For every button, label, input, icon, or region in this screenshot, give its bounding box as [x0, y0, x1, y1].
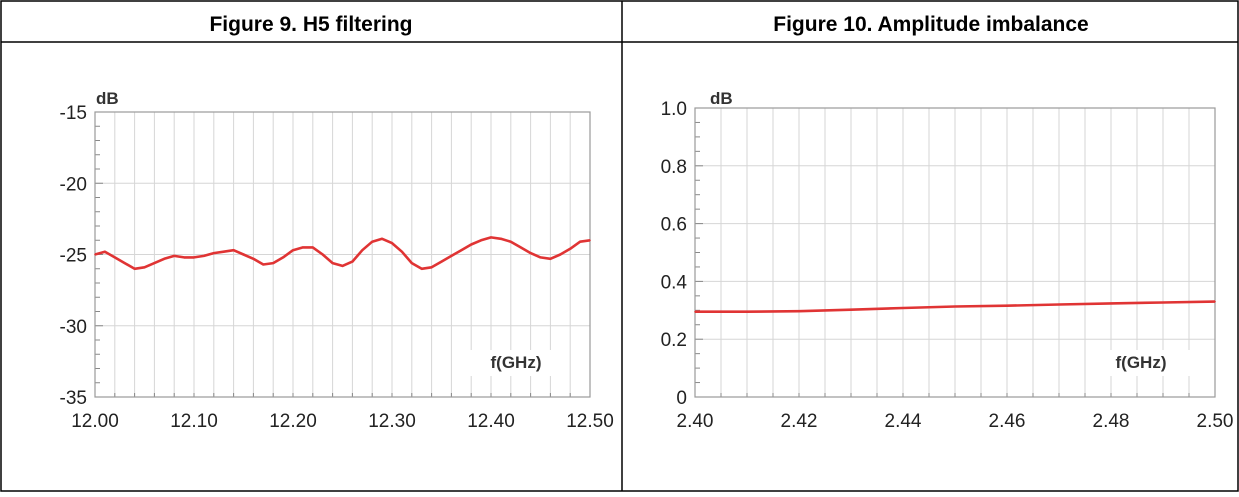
data-point: [203, 255, 205, 257]
data-point: [569, 248, 571, 250]
x-tick-label: 2.50: [1197, 411, 1234, 432]
x-tick-label: 12.20: [269, 411, 317, 432]
data-point: [529, 252, 532, 254]
data-point: [1162, 301, 1164, 304]
data-point: [694, 310, 696, 313]
y-axis-label: dB: [710, 89, 733, 108]
data-point: [549, 257, 552, 260]
data-point: [94, 253, 96, 256]
data-point: [143, 266, 146, 269]
data-point: [460, 249, 463, 252]
x-axis-label-bg: [1090, 350, 1190, 376]
y-tick-label: 0: [676, 388, 687, 409]
y-tick-label: 0.6: [661, 215, 687, 236]
plot-frame: [694, 107, 1216, 398]
data-point: [351, 260, 354, 263]
data-point: [480, 239, 482, 242]
y-tick-label: -30: [60, 317, 87, 338]
data-point: [450, 255, 453, 257]
data-point: [490, 236, 492, 239]
data-point: [746, 310, 748, 313]
data-point: [232, 249, 235, 252]
x-tick-label: 2.42: [781, 411, 818, 432]
data-point: [114, 256, 116, 259]
chart-title-1: Figure 9. H5 filtering: [209, 13, 412, 36]
x-tick-label: 2.46: [989, 411, 1026, 432]
x-tick-label: 12.10: [170, 411, 218, 432]
y-tick-label: 1.0: [661, 99, 687, 120]
data-point: [519, 246, 522, 249]
x-axis-label: f(GHz): [491, 353, 542, 372]
data-point: [183, 256, 185, 259]
x-tick-label: 12.30: [368, 411, 416, 432]
data-point: [500, 238, 502, 240]
data-point: [902, 307, 904, 309]
data-point: [954, 305, 956, 308]
data-point: [1110, 302, 1112, 305]
x-tick-label: 12.50: [566, 411, 614, 432]
data-point: [1214, 300, 1216, 303]
data-point: [589, 239, 591, 242]
data-point: [411, 262, 413, 264]
x-tick-label: 2.48: [1093, 411, 1130, 432]
data-point: [213, 252, 215, 254]
data-point: [321, 253, 324, 256]
x-tick-label: 2.40: [677, 411, 714, 432]
data-point: [361, 249, 364, 252]
data-point: [391, 242, 393, 244]
x-tick-label: 2.44: [885, 411, 922, 432]
x-axis-label: f(GHz): [1116, 353, 1167, 372]
x-axis-label-bg: [470, 350, 565, 376]
data-point: [371, 240, 374, 243]
data-point: [470, 243, 473, 246]
y-tick-label: -25: [60, 246, 87, 267]
data-point: [272, 262, 275, 264]
chart-amplitude-imbalance: 1.0 0.8 0.6 0.4 0.2 02.40 2.42 2.44 2.46 2.48 2.50…: [661, 89, 1234, 432]
y-tick-label: 0.2: [661, 330, 687, 351]
data-point: [193, 256, 195, 259]
data-point: [341, 265, 344, 267]
data-point: [173, 255, 175, 257]
x-tick-label: 12.40: [467, 411, 515, 432]
data-point: [302, 246, 304, 249]
data-point: [292, 249, 294, 252]
data-point: [430, 266, 433, 269]
data-point: [420, 267, 423, 270]
data-point: [312, 246, 314, 249]
data-point: [440, 260, 443, 263]
data-point: [1058, 303, 1060, 306]
data-point: [579, 240, 581, 243]
y-tick-label: 0.8: [661, 157, 687, 178]
data-point: [133, 267, 136, 270]
x-tick-label: 12.00: [71, 411, 119, 432]
y-tick-label: -35: [60, 388, 87, 409]
data-point: [262, 263, 265, 266]
data-point: [153, 262, 156, 264]
data-point: [242, 253, 245, 256]
y-tick-label: -20: [60, 174, 87, 195]
data-point: [331, 262, 334, 264]
y-tick-label: -15: [60, 103, 87, 124]
data-point: [850, 308, 852, 311]
data-point: [252, 257, 255, 260]
y-tick-label: 0.4: [661, 272, 688, 293]
data-point: [163, 257, 166, 260]
chart-title-2: Figure 10. Amplitude imbalance: [773, 13, 1088, 36]
data-point: [559, 253, 562, 256]
y-axis-label: dB: [96, 89, 119, 108]
data-point: [1006, 304, 1008, 307]
data-point: [510, 240, 512, 243]
data-point: [222, 250, 225, 253]
data-point: [104, 250, 106, 253]
data-point: [539, 256, 542, 259]
data-point: [282, 256, 284, 259]
data-point: [798, 310, 800, 312]
data-point: [381, 238, 383, 240]
data-point: [401, 250, 403, 253]
data-point: [123, 262, 126, 264]
